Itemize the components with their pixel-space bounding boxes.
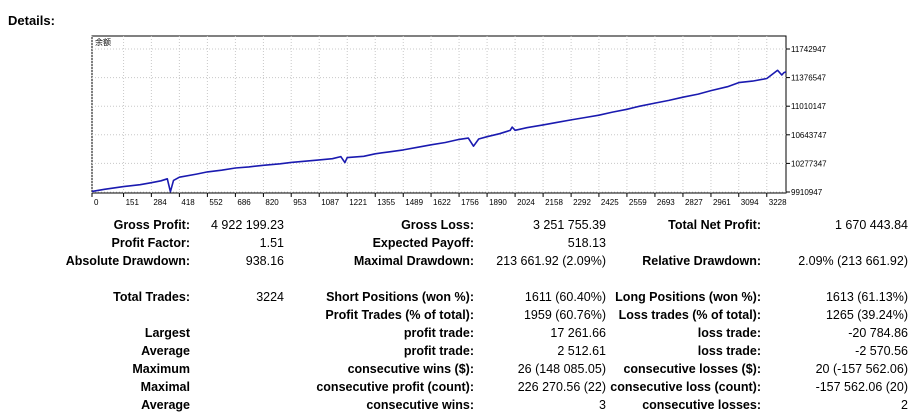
x-tick-label: 2024 bbox=[517, 198, 535, 207]
x-tick-label: 1890 bbox=[489, 198, 507, 207]
y-tick-label: 9910947 bbox=[791, 188, 823, 197]
y-tick-label: 11742947 bbox=[791, 45, 827, 54]
total-net-profit-value: 1 670 443.84 bbox=[835, 218, 908, 232]
x-tick-label: 1221 bbox=[349, 198, 367, 207]
details-title: Details: bbox=[8, 13, 55, 28]
gross-profit-value: 4 922 199.23 bbox=[211, 218, 284, 232]
x-tick-label: 686 bbox=[237, 198, 251, 207]
maximal-consecutive-loss-label: consecutive loss (count): bbox=[610, 380, 761, 394]
average-consecutive-losses-value: 2 bbox=[901, 398, 908, 412]
short-positions-label: Short Positions (won %): bbox=[326, 290, 474, 304]
x-tick-label: 2693 bbox=[657, 198, 675, 207]
average-consecutive-losses-label: consecutive losses: bbox=[642, 398, 761, 412]
maximal-label: Maximal bbox=[140, 380, 190, 394]
x-tick-label: 3228 bbox=[769, 198, 787, 207]
profit-trades-label: Profit Trades (% of total): bbox=[325, 308, 474, 322]
x-tick-label: 2961 bbox=[713, 198, 731, 207]
y-tick-label: 10643747 bbox=[791, 131, 827, 140]
relative-drawdown-label: Relative Drawdown: bbox=[642, 254, 761, 268]
x-tick-label: 1622 bbox=[433, 198, 451, 207]
x-tick-label: 1355 bbox=[377, 198, 395, 207]
x-tick-label: 2559 bbox=[629, 198, 647, 207]
largest-profit-trade-value: 17 261.66 bbox=[550, 326, 606, 340]
largest-label: Largest bbox=[144, 326, 190, 340]
profit-factor-label: Profit Factor: bbox=[111, 236, 190, 250]
total-net-profit-label: Total Net Profit: bbox=[668, 218, 761, 232]
average-consecutive-wins-value: 3 bbox=[599, 398, 606, 412]
total-trades-label: Total Trades: bbox=[113, 290, 190, 304]
maximal-drawdown-label: Maximal Drawdown: bbox=[353, 254, 474, 268]
gross-loss-value: 3 251 755.39 bbox=[533, 218, 606, 232]
short-positions-value: 1611 (60.40%) bbox=[524, 290, 606, 304]
gross-loss-label: Gross Loss: bbox=[401, 218, 474, 232]
x-tick-label: 3094 bbox=[741, 198, 759, 207]
loss-trades-label: Loss trades (% of total): bbox=[618, 308, 761, 322]
long-positions-label: Long Positions (won %): bbox=[615, 290, 761, 304]
x-tick-label: 0 bbox=[94, 198, 99, 207]
average-loss-trade-value: -2 570.56 bbox=[855, 344, 908, 358]
profit-factor-value: 1.51 bbox=[259, 236, 284, 250]
balance-chart-svg: 11742947 11376547 11010147 10643747 10277347… bbox=[91, 35, 827, 207]
x-tick-label: 2158 bbox=[545, 198, 563, 207]
average-loss-trade-label: loss trade: bbox=[697, 344, 761, 358]
x-tick-label: 1087 bbox=[321, 198, 339, 207]
expected-payoff-value: 518.13 bbox=[567, 236, 606, 250]
x-tick-label: 552 bbox=[209, 198, 223, 207]
loss-trades-value: 1265 (39.24%) bbox=[825, 308, 908, 322]
absolute-drawdown-label: Absolute Drawdown: bbox=[65, 254, 190, 268]
y-tick-label: 10277347 bbox=[791, 159, 827, 168]
average-profit-trade-label: profit trade: bbox=[403, 344, 474, 358]
maximal-drawdown-value: 213 661.92 (2.09%) bbox=[496, 254, 606, 268]
absolute-drawdown-value: 938.16 bbox=[245, 254, 284, 268]
expected-payoff-label: Expected Payoff: bbox=[372, 236, 474, 250]
largest-loss-trade-value: -20 784.86 bbox=[848, 326, 908, 340]
balance-series-line bbox=[91, 69, 787, 193]
gross-profit-label: Gross Profit: bbox=[113, 218, 190, 232]
largest-profit-trade-label: profit trade: bbox=[403, 326, 474, 340]
max-consecutive-losses-label: consecutive losses ($): bbox=[623, 362, 761, 376]
x-tick-label: 2425 bbox=[601, 198, 619, 207]
total-trades-value: 3224 bbox=[256, 290, 284, 304]
y-tick-label: 11376547 bbox=[791, 74, 827, 83]
maximum-label: Maximum bbox=[132, 362, 190, 376]
chart-corner-label: 余额 bbox=[95, 37, 111, 47]
largest-loss-trade-label: loss trade: bbox=[697, 326, 761, 340]
average-label: Average bbox=[141, 344, 190, 358]
x-tick-label: 284 bbox=[153, 198, 167, 207]
average-consecutive-label: Average bbox=[141, 398, 190, 412]
maximal-consecutive-profit-label: consecutive profit (count): bbox=[316, 380, 474, 394]
average-consecutive-wins-label: consecutive wins: bbox=[366, 398, 474, 412]
max-consecutive-wins-label: consecutive wins ($): bbox=[347, 362, 474, 376]
x-tick-label: 151 bbox=[126, 198, 140, 207]
maximal-consecutive-profit-value: 226 270.56 (22) bbox=[517, 380, 606, 394]
profit-trades-value: 1959 (60.76%) bbox=[523, 308, 606, 322]
x-tick-label: 1489 bbox=[405, 198, 423, 207]
x-tick-label: 2292 bbox=[573, 198, 591, 207]
x-tick-label: 418 bbox=[181, 198, 195, 207]
long-positions-value: 1613 (61.13%) bbox=[825, 290, 908, 304]
y-tick-label: 11010147 bbox=[791, 102, 827, 111]
maximal-consecutive-loss-value: -157 562.06 (20) bbox=[815, 380, 908, 394]
x-tick-label: 2827 bbox=[685, 198, 703, 207]
x-tick-label: 820 bbox=[265, 198, 279, 207]
max-consecutive-wins-value: 26 (148 085.05) bbox=[517, 362, 606, 376]
max-consecutive-losses-value: 20 (-157 562.06) bbox=[815, 362, 908, 376]
average-profit-trade-value: 2 512.61 bbox=[557, 344, 606, 358]
x-tick-label: 953 bbox=[293, 198, 307, 207]
balance-chart: 11742947 11376547 11010147 10643747 10277347… bbox=[91, 35, 827, 207]
relative-drawdown-value: 2.09% (213 661.92) bbox=[798, 254, 908, 268]
x-tick-label: 1756 bbox=[461, 198, 479, 207]
